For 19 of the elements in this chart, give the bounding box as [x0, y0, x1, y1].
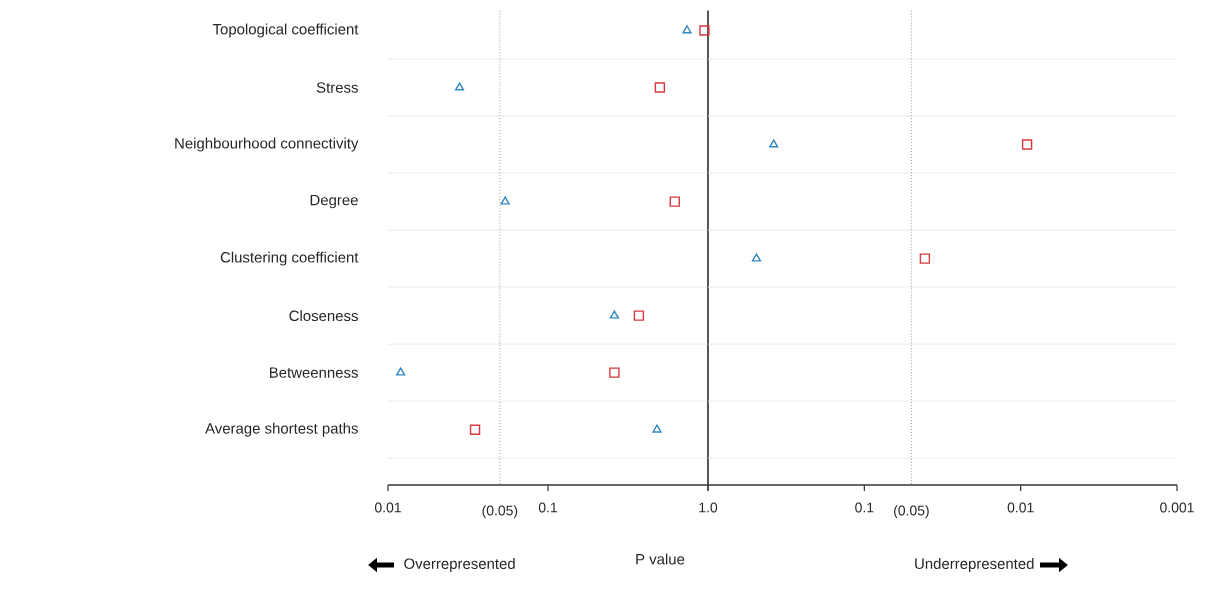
x-tick-label: 0.01: [1007, 502, 1034, 513]
y-tick-label: Neighbourhood connectivity: [175, 137, 359, 152]
y-tick-label: Clustering coefficient: [220, 251, 359, 266]
y-tick-label: Average shortest paths: [205, 422, 358, 437]
x-axis-title: P value: [636, 553, 685, 565]
y-tick-label: Stress: [316, 82, 358, 93]
y-tick-label: Degree: [310, 194, 358, 209]
x-tick-label: 1.0: [699, 502, 718, 513]
text: Underrepresented: [915, 558, 1034, 572]
ref-line-label: (0.05): [894, 505, 929, 519]
x-tick-label: 0.1: [855, 502, 874, 513]
text: Overrepresented: [404, 558, 515, 572]
x-tick-label: 0.001: [1160, 502, 1194, 513]
ref-line-label: (0.05): [482, 505, 518, 519]
y-tick-label: Topological coefficient: [212, 23, 359, 38]
x-tick-label: 0.01: [374, 502, 401, 513]
x-tick-label: 0.1: [538, 502, 558, 513]
y-tick-label: Closeness: [289, 310, 358, 322]
y-tick-label: Betweenness: [269, 367, 358, 378]
